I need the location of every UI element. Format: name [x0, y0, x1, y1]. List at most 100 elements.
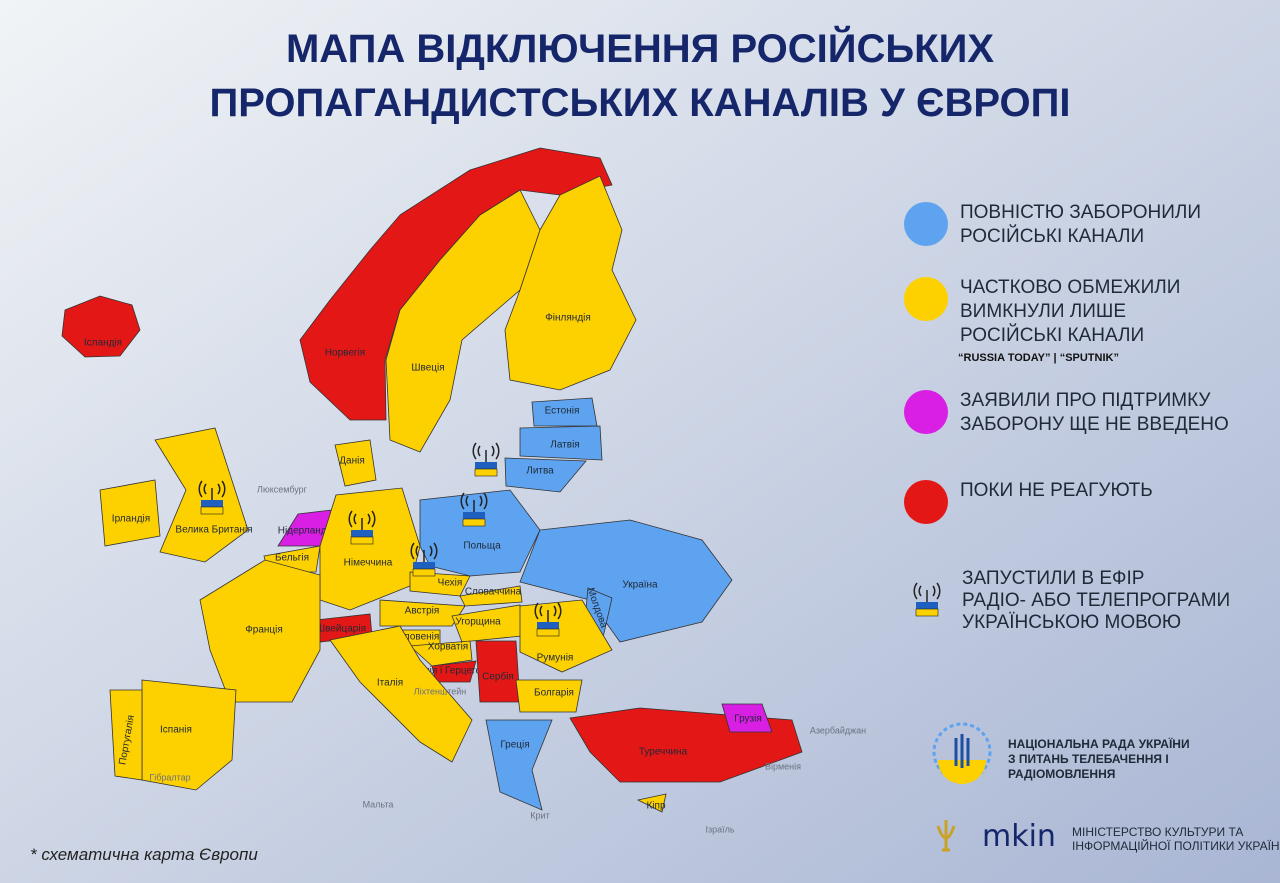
flag-blue — [413, 562, 435, 569]
flag-yellow — [536, 628, 560, 637]
country-label: Італія — [377, 678, 403, 689]
country — [199, 559, 321, 703]
country — [459, 585, 523, 607]
flag-blue — [351, 530, 373, 537]
outside-label: Мальта — [363, 799, 394, 809]
country-label: Австрія — [405, 606, 440, 617]
legend-text: ЗАЯВИЛИ ПРО ПІДТРИМКУ — [960, 390, 1211, 411]
country-label: Іспанія — [160, 725, 192, 736]
country-label: Франція — [245, 625, 283, 636]
country — [636, 793, 667, 813]
org-council: НАЦІОНАЛЬНА РАДА УКРАЇНИ — [1008, 736, 1190, 751]
flag-yellow — [350, 536, 374, 545]
outside-label: Крит — [530, 810, 549, 820]
country — [515, 679, 583, 713]
country-label: Словенія — [397, 632, 440, 643]
legend-swatch — [904, 202, 948, 246]
svg-text:mkin: mkin — [982, 819, 1056, 854]
country — [99, 479, 161, 547]
waves — [913, 582, 941, 600]
legend-text: ПОВНІСТЮ ЗАБОРОНИЛИ — [960, 202, 1201, 223]
country — [409, 640, 473, 667]
legend-swatch — [904, 480, 948, 524]
org-council: З ПИТАНЬ ТЕЛЕБАЧЕННЯ І — [1008, 752, 1169, 766]
legend-text: ЧАСТКОВО ОБМЕЖИЛИ — [960, 277, 1180, 298]
waves — [410, 542, 438, 560]
legend-note: “RUSSIA TODAY” | “SPUTNIK” — [958, 352, 1119, 364]
org-council: РАДІОМОВЛЕННЯ — [1008, 767, 1115, 781]
country-label: Польща — [463, 541, 501, 552]
outside-label: Люксембург — [257, 484, 308, 494]
country-label: Боснія і Герцеговина — [407, 666, 504, 677]
waves — [198, 480, 226, 498]
legend-text: ПОКИ НЕ РЕАГУЮТЬ — [960, 480, 1153, 501]
country — [329, 625, 473, 763]
country-label: Бельгія — [275, 553, 309, 564]
country-label: Фінляндія — [545, 313, 591, 324]
flag-yellow — [200, 506, 224, 515]
country — [61, 295, 141, 358]
country-label: Греція — [500, 740, 529, 751]
country-label: Хорватія — [428, 642, 468, 653]
country-label: Німеччина — [344, 558, 393, 569]
country — [504, 175, 637, 391]
country — [721, 703, 773, 733]
country-label: Ісландія — [84, 338, 122, 349]
legend-text: ВИМКНУЛИ ЛИШЕ — [960, 301, 1126, 322]
legend-swatch — [904, 390, 948, 434]
waves — [348, 510, 376, 528]
country-label: Велика Британія — [175, 525, 252, 536]
flag-blue — [916, 602, 938, 609]
legend-text: РОСІЙСЬКІ КАНАЛИ — [960, 225, 1144, 247]
country-label: Угорщина — [455, 617, 501, 628]
country — [504, 457, 587, 493]
country-label: Швейцарія — [316, 624, 366, 635]
waves — [534, 602, 562, 620]
outside-label: Ліхтенштейн — [414, 686, 467, 696]
title-line: ПРОПАГАНДИСТСЬКИХ КАНАЛІВ У ЄВРОПІ — [210, 81, 1071, 125]
country-label: Чехія — [438, 578, 463, 589]
ministry-logo: mkin — [936, 819, 1056, 854]
org-ministry: МІНІСТЕРСТВО КУЛЬТУРИ ТА — [1072, 825, 1243, 839]
footnote: * схематична карта Європи — [30, 845, 258, 864]
country — [519, 519, 733, 643]
flag-yellow — [474, 468, 498, 477]
country-label: Болгарія — [534, 688, 574, 699]
country-label: Латвія — [550, 440, 579, 451]
country-label: Румунія — [537, 653, 574, 664]
flag-yellow — [915, 608, 939, 617]
legend-text: ЗАБОРОНУ ЩЕ НЕ ВВЕДЕНО — [960, 414, 1229, 435]
legend-text: РАДІО- АБО ТЕЛЕПРОГРАМИ — [962, 590, 1230, 611]
country — [334, 439, 377, 487]
country-label: Швеція — [411, 363, 444, 374]
waves — [460, 492, 488, 510]
country-label: Словаччина — [465, 587, 522, 598]
flag-blue — [537, 622, 559, 629]
country-label: Литва — [526, 466, 554, 477]
flag-yellow — [412, 568, 436, 577]
flag-blue — [201, 500, 223, 507]
map: Ісландія Норвегія Швеція Фінляндія Естонія Ла… — [61, 147, 866, 834]
country-label: Сербія — [482, 671, 514, 683]
country — [519, 425, 603, 461]
flag-blue — [463, 512, 485, 519]
country-label: Туреччина — [639, 747, 688, 758]
legend-swatch — [904, 277, 948, 321]
legend-text: ЗАПУСТИЛИ В ЕФІР — [962, 568, 1144, 589]
country-label: Норвегія — [325, 348, 365, 359]
country-label: Нідерланди — [278, 526, 332, 537]
legend-text: РОСІЙСЬКІ КАНАЛИ — [960, 324, 1144, 346]
country — [379, 599, 466, 627]
country — [485, 719, 553, 811]
country — [385, 189, 541, 453]
title-line: МАПА ВІДКЛЮЧЕННЯ РОСІЙСЬКИХ — [286, 25, 994, 71]
council-logo — [932, 722, 992, 784]
flag-blue — [475, 462, 497, 469]
outside-label: Ізраїль — [705, 824, 734, 834]
outside-label: Вірменія — [765, 761, 801, 771]
outside-label: Азербайджан — [810, 725, 866, 735]
country-label: Кіпр — [646, 801, 665, 812]
org-ministry: ІНФОРМАЦІЙНОЇ ПОЛІТИКИ УКРАЇНИ — [1072, 838, 1280, 853]
